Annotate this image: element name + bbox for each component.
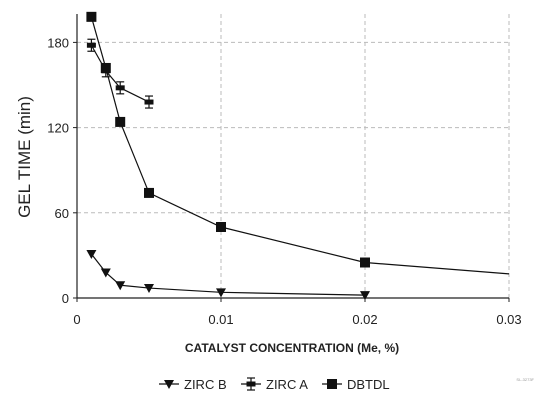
data-point-dbtdl <box>115 116 126 127</box>
series-line-zirc-b <box>90 253 366 296</box>
legend-marker-dbtdl <box>327 379 337 389</box>
series-group <box>86 11 510 301</box>
series-line-zirc-a <box>90 44 150 103</box>
data-point-zirc-b <box>86 249 97 259</box>
data-point-dbtdl <box>360 257 370 268</box>
data-point-dbtdl <box>216 222 226 232</box>
y-tick-label: 120 <box>47 121 69 136</box>
data-point-dbtdl <box>100 62 111 73</box>
y-tick-label: 180 <box>47 35 69 50</box>
data-point-zirc-b <box>360 291 370 301</box>
y-tick-labels: 0 60 120 180 <box>47 35 77 306</box>
data-point-zirc-b <box>100 268 111 278</box>
grid-lines <box>77 14 510 298</box>
x-tick-label: 0.02 <box>352 312 377 327</box>
legend-marker-zirc-b <box>164 380 174 389</box>
legend-label-zirc-b: ZIRC B <box>184 377 227 392</box>
data-point-zirc-b <box>216 288 226 298</box>
x-axis-title: CATALYST CONCENTRATION (Me, %) <box>185 341 399 355</box>
series-line-dbtdl <box>90 16 510 275</box>
axes <box>76 14 509 299</box>
data-point-zirc-a <box>144 95 154 109</box>
data-point-zirc-a <box>86 38 96 52</box>
data-point-zirc-b <box>144 284 154 294</box>
data-point-dbtdl <box>86 11 97 22</box>
data-point-zirc-a <box>115 81 125 95</box>
legend-label-zirc-a: ZIRC A <box>266 377 308 392</box>
figure-code: SL-3273F <box>516 377 534 382</box>
x-tick-label: 0.01 <box>208 312 233 327</box>
x-tick-labels: 0 0.01 0.02 0.03 <box>73 298 522 327</box>
y-tick-label: 60 <box>55 206 69 221</box>
legend-label-dbtdl: DBTDL <box>347 377 390 392</box>
y-tick-label: 0 <box>62 291 69 306</box>
data-point-zirc-b <box>115 281 126 291</box>
x-tick-label: 0.03 <box>496 312 521 327</box>
y-axis-title: GEL TIME (min) <box>15 96 34 218</box>
legend-marker-zirc-a <box>246 377 256 391</box>
x-tick-label: 0 <box>73 312 80 327</box>
legend: ZIRC B ZIRC A DBTDL <box>159 377 390 392</box>
data-point-dbtdl <box>144 187 154 198</box>
